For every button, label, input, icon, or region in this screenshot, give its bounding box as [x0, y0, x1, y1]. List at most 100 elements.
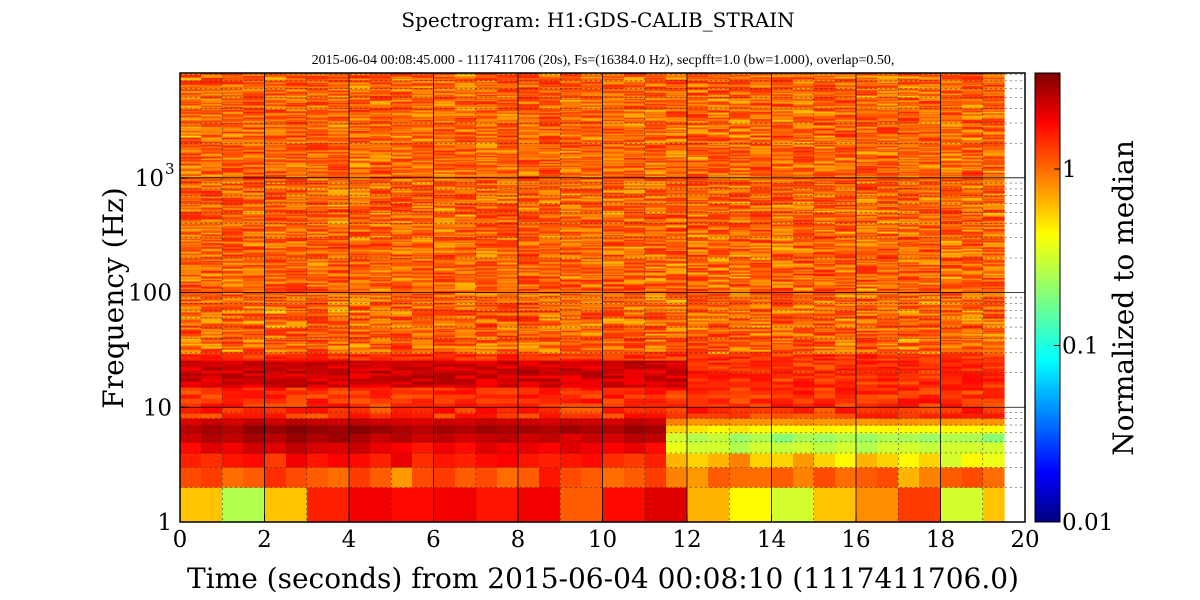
- heatmap-cell: [624, 343, 646, 346]
- heatmap-cell: [919, 342, 942, 344]
- heatmap-cell: [729, 360, 751, 363]
- heatmap-cell: [898, 302, 920, 305]
- heatmap-cell: [222, 260, 244, 262]
- heatmap-cell: [476, 273, 498, 275]
- heatmap-cell: [941, 273, 963, 275]
- heatmap-cell: [328, 261, 350, 263]
- heatmap-cell: [349, 258, 371, 260]
- heatmap-cell: [772, 353, 794, 355]
- heatmap-cell: [497, 342, 519, 344]
- heatmap-cell: [835, 231, 857, 233]
- heatmap-cell: [222, 433, 244, 443]
- heatmap-cell: [222, 378, 244, 382]
- heatmap-cell: [455, 364, 477, 367]
- heatmap-cell: [835, 295, 857, 297]
- heatmap-cell: [434, 360, 456, 363]
- heatmap-cell: [391, 266, 413, 268]
- heatmap-cell: [750, 295, 773, 297]
- heatmap-cell: [286, 238, 308, 240]
- heatmap-cell: [201, 318, 223, 321]
- heatmap-cell: [412, 384, 435, 388]
- heatmap-cell: [180, 238, 202, 240]
- heatmap-cell: [750, 308, 773, 310]
- heatmap-cell: [708, 353, 730, 355]
- heatmap-cell: [222, 331, 244, 333]
- heatmap-cell: [518, 296, 540, 298]
- heatmap-cell: [687, 373, 709, 376]
- heatmap-cell: [645, 336, 667, 338]
- heatmap-cell: [772, 336, 794, 338]
- heatmap-cell: [560, 259, 582, 261]
- heatmap-cell: [603, 264, 625, 267]
- heatmap-cell: [772, 345, 794, 347]
- heatmap-cell: [750, 247, 773, 249]
- heatmap-cell: [434, 254, 456, 257]
- heatmap-cell: [666, 467, 688, 488]
- heatmap-cell: [708, 375, 730, 379]
- heatmap-cell: [666, 264, 688, 267]
- heatmap-cell: [201, 273, 223, 275]
- heatmap-cell: [243, 231, 266, 233]
- heatmap-cell: [349, 433, 371, 443]
- heatmap-cell: [708, 231, 730, 233]
- heatmap-cell: [814, 239, 836, 241]
- heatmap-cell: [476, 295, 498, 297]
- heatmap-cell: [286, 258, 308, 260]
- heatmap-cell: [772, 240, 794, 242]
- heatmap-cell: [877, 433, 899, 443]
- heatmap-cell: [856, 286, 878, 288]
- heatmap-cell: [434, 261, 456, 263]
- heatmap-cell: [729, 251, 751, 253]
- heatmap-cell: [201, 360, 223, 363]
- heatmap-cell: [856, 231, 878, 233]
- heatmap-cell: [243, 301, 266, 303]
- heatmap-cell: [856, 301, 878, 303]
- heatmap-cell: [328, 358, 350, 361]
- heatmap-cell: [581, 234, 604, 236]
- heatmap-cell: [286, 248, 308, 250]
- heatmap-cell: [814, 323, 836, 326]
- heatmap-cell: [201, 287, 223, 289]
- heatmap-cell: [243, 384, 266, 388]
- heatmap-cell: [328, 301, 350, 303]
- heatmap-cell: [286, 341, 308, 343]
- heatmap-cell: [476, 313, 498, 316]
- heatmap-cell: [328, 368, 350, 371]
- heatmap-cell: [624, 453, 646, 468]
- heatmap-cell: [983, 262, 1005, 264]
- heatmap-cell: [497, 273, 519, 275]
- heatmap-cell: [983, 351, 1005, 354]
- heatmap-cell: [919, 256, 942, 258]
- heatmap-cell: [814, 320, 836, 322]
- heatmap-cell: [243, 364, 266, 367]
- heatmap-cell: [666, 300, 688, 302]
- heatmap-cell: [434, 306, 456, 309]
- heatmap-cell: [497, 337, 519, 339]
- heatmap-cell: [581, 366, 604, 369]
- heatmap-cell: [708, 305, 730, 307]
- heatmap-cell: [983, 258, 1005, 260]
- heatmap-cell: [898, 269, 920, 271]
- heatmap-cell: [983, 231, 1005, 233]
- heatmap-cell: [391, 329, 413, 331]
- heatmap-cell: [180, 360, 202, 363]
- heatmap-cell: [476, 366, 498, 369]
- heatmap-cell: [180, 310, 202, 313]
- heatmap-cell: [434, 358, 456, 361]
- heatmap-cell: [877, 327, 899, 329]
- heatmap-cell: [539, 370, 561, 374]
- heatmap-cell: [201, 418, 223, 426]
- heatmap-cell: [772, 339, 794, 342]
- heatmap-cell: [666, 370, 688, 374]
- heatmap-cell: [962, 246, 984, 248]
- heatmap-cell: [941, 407, 963, 414]
- heatmap-cell: [560, 366, 582, 369]
- heatmap-cell: [434, 295, 456, 297]
- heatmap-cell: [750, 407, 773, 414]
- heatmap-cell: [518, 315, 540, 317]
- heatmap-cell: [265, 339, 287, 342]
- heatmap-cell: [370, 453, 392, 468]
- heatmap-cell: [708, 394, 730, 399]
- heatmap-cell: [201, 250, 223, 252]
- heatmap-cell: [370, 308, 392, 310]
